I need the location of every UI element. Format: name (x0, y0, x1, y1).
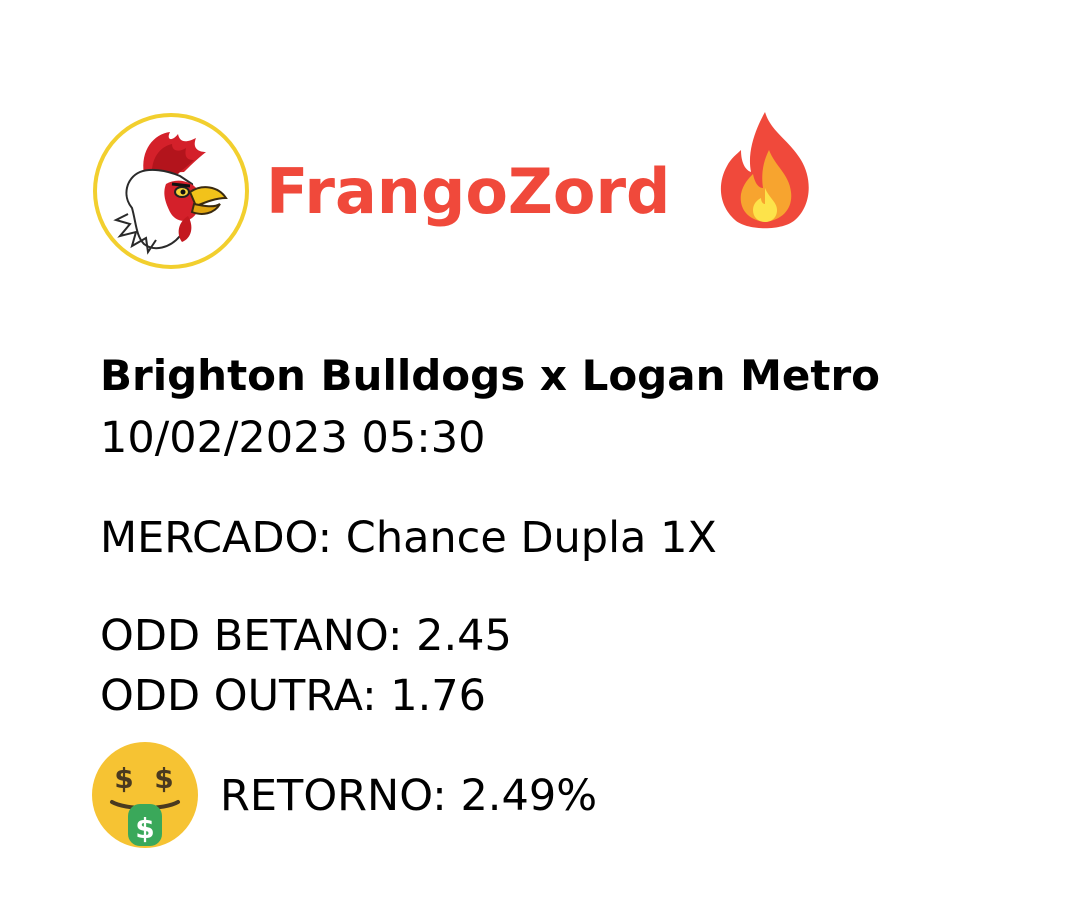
odd-outra-line: ODD OUTRA: 1.76 (100, 671, 487, 721)
market-line: MERCADO: Chance Dupla 1X (100, 513, 717, 563)
match-datetime: 10/02/2023 05:30 (100, 413, 486, 463)
money-mouth-face-icon: $ $ $ (90, 740, 200, 850)
return-row: $ $ $ RETORNO: 2.49% (90, 740, 790, 852)
return-text: RETORNO: 2.49% (220, 771, 598, 821)
rooster-logo-icon (92, 112, 250, 270)
fire-icon (717, 110, 813, 232)
svg-text:$: $ (135, 812, 154, 845)
match-title: Brighton Bulldogs x Logan Metro (100, 351, 881, 400)
header: FrangoZord (92, 110, 852, 272)
svg-text:$: $ (114, 762, 133, 795)
odd-betano-line: ODD BETANO: 2.45 (100, 611, 512, 661)
svg-text:$: $ (154, 762, 173, 795)
brand-name: FrangoZord (266, 155, 671, 228)
